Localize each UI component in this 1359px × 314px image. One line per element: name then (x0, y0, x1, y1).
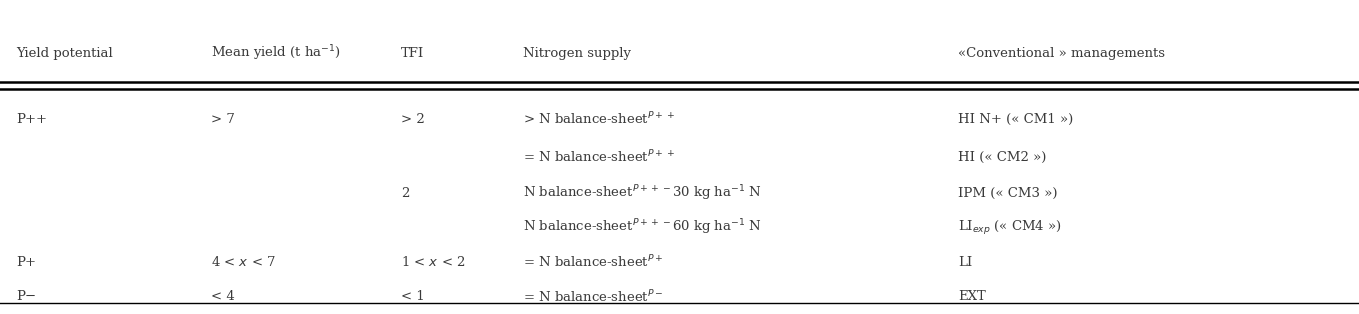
Text: > 7: > 7 (211, 113, 235, 126)
Text: LI: LI (958, 256, 972, 269)
Text: > N balance-sheet$^{P++}$: > N balance-sheet$^{P++}$ (523, 111, 675, 127)
Text: HI (« CM2 »): HI (« CM2 ») (958, 150, 1046, 164)
Text: P+: P+ (16, 256, 37, 269)
Text: 4 < $x$ < 7: 4 < $x$ < 7 (211, 255, 276, 269)
Text: = N balance-sheet$^{P++}$: = N balance-sheet$^{P++}$ (523, 149, 675, 165)
Text: P−: P− (16, 290, 37, 303)
Text: LI$_{exp}$ (« CM4 »): LI$_{exp}$ (« CM4 ») (958, 219, 1061, 237)
Text: = N balance-sheet$^{P−}$: = N balance-sheet$^{P−}$ (523, 289, 663, 305)
Text: P++: P++ (16, 113, 48, 126)
Text: < 4: < 4 (211, 290, 234, 303)
Text: Yield potential: Yield potential (16, 47, 113, 60)
Text: IPM (« CM3 »): IPM (« CM3 ») (958, 187, 1057, 200)
Text: HI N+ (« CM1 »): HI N+ (« CM1 ») (958, 113, 1074, 126)
Text: Mean yield (t ha$^{-1}$): Mean yield (t ha$^{-1}$) (211, 44, 341, 63)
Text: «Conventional » managements: «Conventional » managements (958, 47, 1165, 60)
Text: < 1: < 1 (401, 290, 424, 303)
Text: TFI: TFI (401, 47, 424, 60)
Text: EXT: EXT (958, 290, 985, 303)
Text: 2: 2 (401, 187, 409, 200)
Text: = N balance-sheet$^{P+}$: = N balance-sheet$^{P+}$ (523, 254, 663, 270)
Text: N balance-sheet$^{P++−}$30 kg ha$^{-1}$ N: N balance-sheet$^{P++−}$30 kg ha$^{-1}$ … (523, 183, 762, 203)
Text: > 2: > 2 (401, 113, 424, 126)
Text: Nitrogen supply: Nitrogen supply (523, 47, 631, 60)
Text: 1 < $x$ < 2: 1 < $x$ < 2 (401, 255, 465, 269)
Text: N balance-sheet$^{P++−}$60 kg ha$^{-1}$ N: N balance-sheet$^{P++−}$60 kg ha$^{-1}$ … (523, 218, 762, 237)
